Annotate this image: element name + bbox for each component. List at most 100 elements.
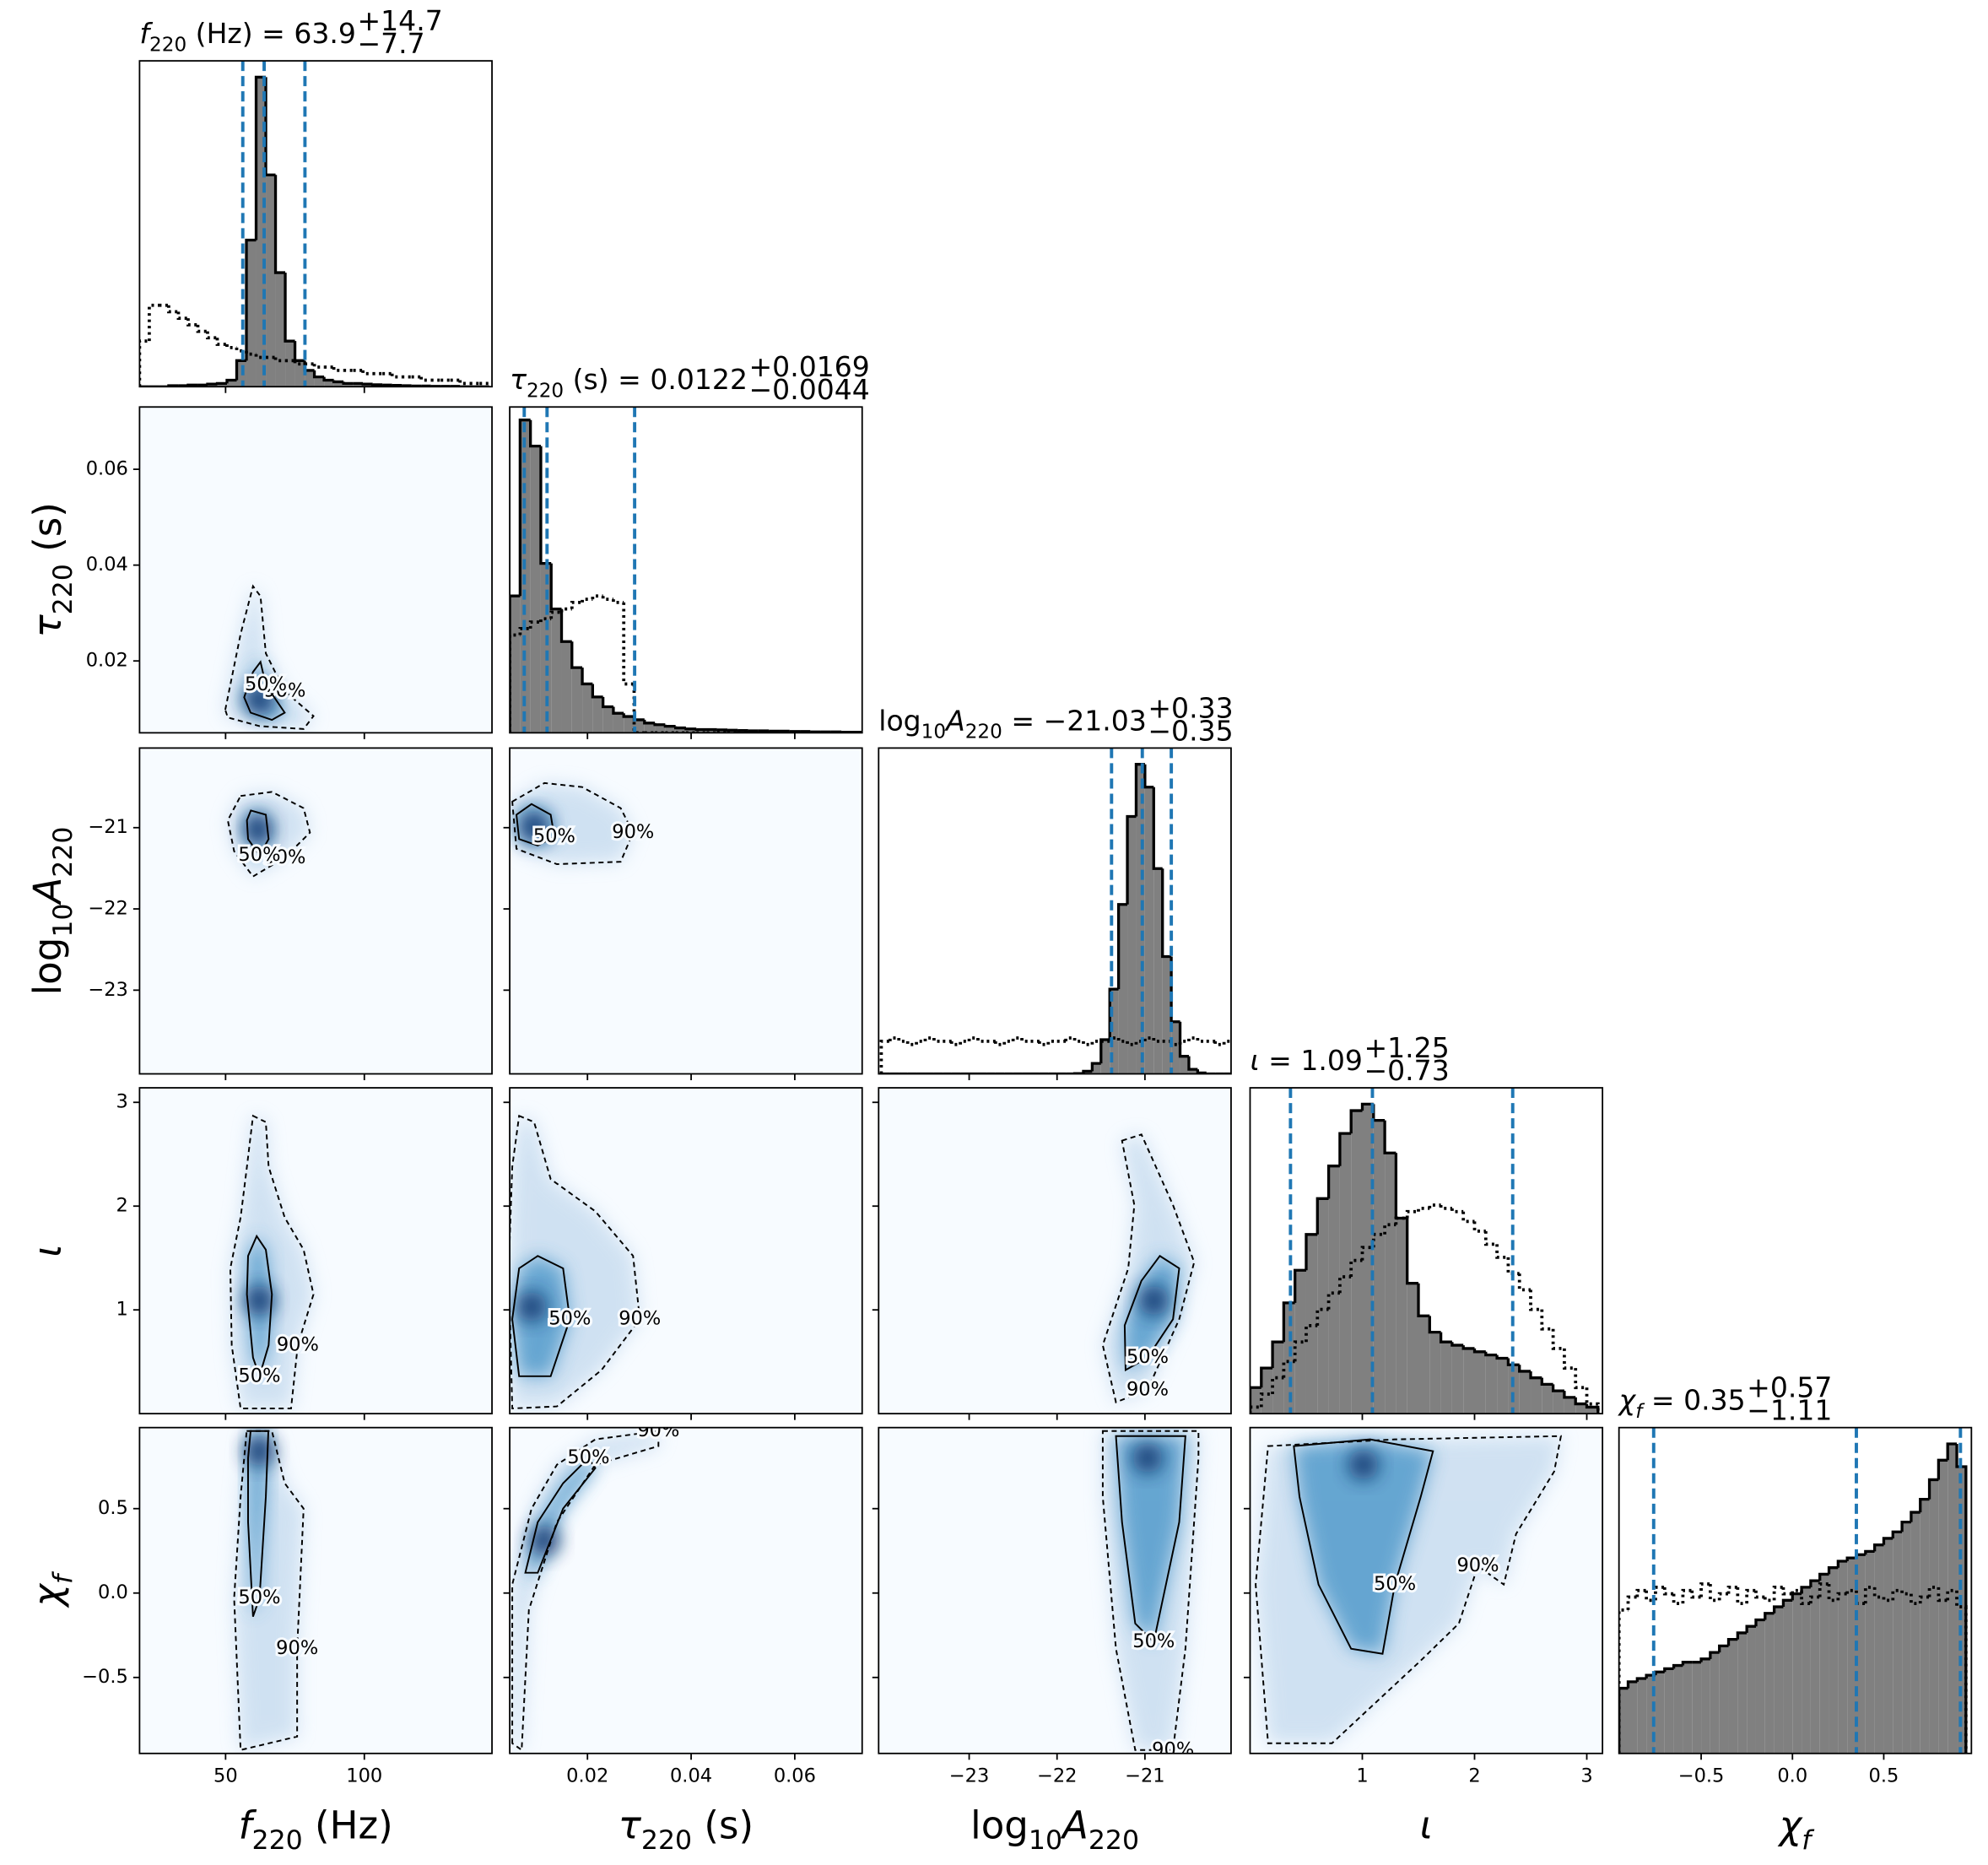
posterior-step [1663, 1667, 1674, 1673]
label-part: 220 [965, 722, 1002, 743]
hist-bar [1553, 1391, 1564, 1414]
label-part: 220 [48, 827, 78, 878]
panel-frame [509, 1426, 863, 1754]
prior-step [1809, 1595, 1820, 1604]
posterior-step [1116, 903, 1128, 990]
hist-bar [1418, 1316, 1430, 1414]
hist-bar [1429, 1332, 1441, 1414]
posterior-step [1529, 1370, 1542, 1380]
hist-bar [551, 608, 562, 733]
density-peak [244, 684, 275, 716]
label-part: 220 [149, 34, 186, 56]
density-peak [518, 811, 549, 842]
prior-step [1900, 1590, 1911, 1596]
hist-bar [1127, 816, 1137, 1074]
panel-title: ι = 1.09 [1250, 1044, 1362, 1077]
hist-bar [1764, 1613, 1775, 1754]
hist-bar [1373, 1120, 1386, 1414]
hist-bar [706, 729, 717, 733]
hist-bar [256, 77, 267, 387]
label-part: ι [1420, 1803, 1433, 1847]
posterior-step [549, 563, 562, 611]
hist-bar [602, 706, 613, 733]
hist-bar [1618, 1688, 1629, 1754]
label-part: 220 [48, 564, 78, 614]
posterior-step [1250, 1386, 1261, 1414]
prior-step [196, 324, 208, 333]
posterior-step [1585, 1403, 1600, 1414]
hist-bar [1351, 1111, 1363, 1414]
prior-step [225, 344, 237, 349]
prior-step [254, 354, 267, 359]
prior-step [1196, 1038, 1207, 1043]
density-panel: 90% 50% [1101, 1430, 1200, 1754]
hist-bar [592, 696, 603, 733]
prior-step [976, 1038, 987, 1043]
contour [226, 791, 311, 878]
posterior-step [1187, 1056, 1198, 1071]
prior-step [1020, 1038, 1031, 1043]
posterior-step [1927, 1478, 1939, 1500]
x-tick-label: 0.5 [1869, 1765, 1899, 1787]
contour-label: 50% [567, 1446, 609, 1468]
posterior-step [1428, 1316, 1441, 1334]
posterior-step [1800, 1586, 1811, 1594]
posterior-step [1919, 1497, 1930, 1513]
posterior-step [1781, 1598, 1793, 1608]
hist-bar [343, 383, 354, 387]
prior-step [1540, 1309, 1553, 1331]
hist-bar [324, 380, 334, 387]
prior-step [1002, 1040, 1013, 1045]
title-lower: −7.7 [357, 27, 424, 60]
x-axis-label: τ220 (s) [619, 1803, 754, 1856]
posterior-step [663, 724, 676, 728]
prior-step [273, 357, 286, 363]
prior-step [1011, 1036, 1023, 1041]
hist-bar [540, 563, 552, 733]
posterior-step [1718, 1644, 1729, 1653]
hist-bar [1938, 1460, 1948, 1754]
hist-bar [285, 341, 295, 387]
label-part: (s) [692, 1803, 754, 1847]
posterior-step [1672, 1663, 1683, 1669]
posterior-step [1891, 1530, 1903, 1538]
contour-label: 50% [245, 673, 287, 695]
hist-bar [1261, 1368, 1273, 1414]
label-part: χ [1618, 1384, 1637, 1417]
label-part: A [1060, 1803, 1089, 1847]
x-tick-label: 0.0 [1777, 1765, 1807, 1787]
panel-frame [138, 747, 493, 1075]
x-tick-label: 0.02 [566, 1765, 608, 1787]
title-median: −21.03 [1044, 704, 1147, 737]
prior-step [235, 347, 247, 353]
y-tick-label: 1 [116, 1299, 128, 1321]
contour-label: 90% [263, 679, 305, 701]
hist-bar [1317, 1198, 1329, 1414]
title-lower: −0.35 [1148, 714, 1233, 747]
contour-label: 90% [1126, 1378, 1169, 1400]
density-peak [516, 1291, 547, 1322]
hist-bar [275, 273, 286, 387]
contour-label: 90% [277, 1333, 319, 1355]
posterior-step [1090, 1062, 1101, 1072]
hist-bar [716, 729, 728, 733]
posterior-step [612, 706, 624, 715]
hist-bar [1673, 1665, 1683, 1754]
posterior-step [1178, 1021, 1189, 1058]
contour [246, 1234, 273, 1380]
posterior-step [1681, 1661, 1693, 1666]
density-peak [1132, 1442, 1164, 1473]
prior-step [332, 367, 344, 372]
prior-step [888, 1036, 899, 1041]
prior-step [1483, 1230, 1498, 1246]
label-part: χ [1778, 1803, 1804, 1847]
hist-bar [1856, 1554, 1866, 1754]
prior-step [1450, 1208, 1464, 1214]
hist-bar [1701, 1658, 1710, 1754]
title-median: 0.0122 [650, 363, 748, 396]
panel-title: τ220 (s) = 0.0122 [510, 363, 748, 402]
hist-bar [624, 716, 635, 733]
density-fill [248, 1430, 269, 1617]
panel-background [139, 1427, 493, 1754]
